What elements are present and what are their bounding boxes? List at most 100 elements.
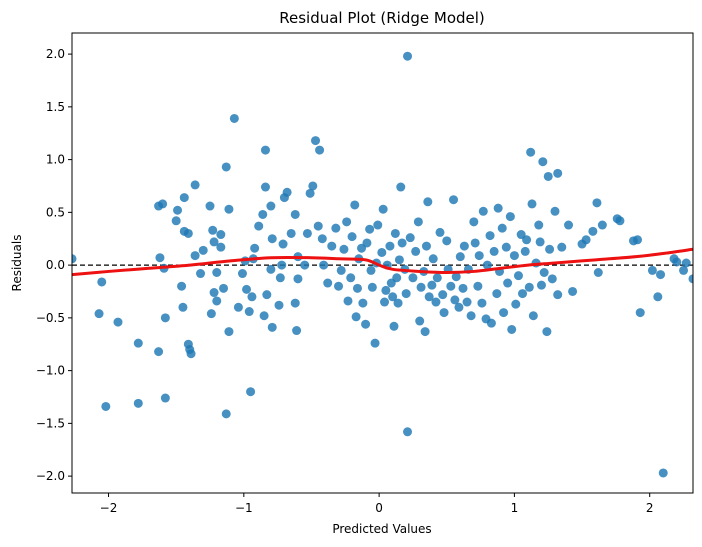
data-point <box>439 308 449 318</box>
data-point <box>246 387 256 397</box>
data-point <box>266 264 276 274</box>
data-point <box>250 243 260 253</box>
data-point <box>421 241 431 251</box>
data-point <box>350 200 360 210</box>
data-point <box>267 322 277 332</box>
data-point <box>405 233 415 243</box>
data-point <box>212 267 222 277</box>
data-point <box>154 347 164 357</box>
data-point <box>183 228 193 238</box>
data-point <box>377 247 387 257</box>
data-point <box>401 289 411 299</box>
data-point <box>520 246 530 256</box>
data-point <box>365 224 375 234</box>
data-point <box>177 281 187 291</box>
data-point <box>367 282 377 292</box>
y-axis-label: Residuals <box>10 235 24 292</box>
data-point <box>275 273 285 283</box>
data-point <box>351 312 361 322</box>
data-point <box>420 327 430 337</box>
data-point <box>171 216 181 226</box>
data-point <box>679 265 689 275</box>
y-tick-label: −0.5 <box>36 311 65 325</box>
y-tick-label: 0.0 <box>46 258 65 272</box>
data-point <box>292 326 302 336</box>
data-point <box>216 242 226 252</box>
data-point <box>462 297 472 307</box>
data-point <box>216 230 226 240</box>
data-point <box>260 145 270 155</box>
data-point <box>233 302 243 312</box>
data-point <box>277 260 287 270</box>
data-point <box>319 260 329 270</box>
data-point <box>155 253 165 263</box>
data-point <box>450 295 460 305</box>
data-point <box>396 182 406 192</box>
data-point <box>290 209 300 219</box>
data-point <box>336 265 346 275</box>
y-tick-label: 1.0 <box>46 153 65 167</box>
data-point <box>493 203 503 213</box>
data-point <box>224 204 234 214</box>
data-point <box>190 251 200 261</box>
data-point <box>229 113 239 123</box>
scatter-points <box>72 51 693 478</box>
data-point <box>497 223 507 233</box>
data-point <box>458 283 468 293</box>
data-point <box>553 290 563 300</box>
data-point <box>485 231 495 241</box>
data-point <box>509 251 519 261</box>
data-point <box>385 241 395 251</box>
data-point <box>415 316 425 326</box>
data-point <box>274 300 284 310</box>
y-tick-label: −1.0 <box>36 364 65 378</box>
data-point <box>545 244 555 254</box>
data-point <box>499 308 509 318</box>
data-point <box>160 393 170 403</box>
data-point <box>416 282 426 292</box>
data-point <box>501 242 511 252</box>
data-point <box>550 206 560 216</box>
data-point <box>370 338 380 348</box>
data-point <box>451 272 461 282</box>
data-point <box>302 228 312 238</box>
data-point <box>424 292 434 302</box>
data-point <box>390 228 400 238</box>
data-point <box>311 136 321 146</box>
data-point <box>331 223 341 233</box>
data-point <box>278 239 288 249</box>
y-axis-ticks: −2.0 −1.5 −1.0 −0.5 0.0 0.5 1.0 1.5 2.0 <box>36 47 72 483</box>
data-point <box>381 285 391 295</box>
data-point <box>615 216 625 226</box>
data-point <box>133 338 143 348</box>
data-point <box>317 234 327 244</box>
data-point <box>224 327 234 337</box>
data-point <box>394 255 404 265</box>
data-point <box>198 245 208 255</box>
x-axis-ticks: −2 −1 0 1 2 <box>100 493 654 515</box>
data-point <box>446 281 456 291</box>
data-point <box>403 427 413 437</box>
data-point <box>380 297 390 307</box>
data-point <box>527 199 537 209</box>
data-point <box>352 283 362 293</box>
data-point <box>455 252 465 262</box>
data-point <box>313 221 323 231</box>
data-point <box>219 283 229 293</box>
data-point <box>633 235 643 245</box>
data-point <box>438 290 448 300</box>
data-point <box>300 260 310 270</box>
x-axis-label: Predicted Values <box>332 522 431 536</box>
data-point <box>538 157 548 167</box>
data-point <box>378 204 388 214</box>
data-point <box>528 311 538 321</box>
y-tick-label: 0.5 <box>46 205 65 219</box>
data-point <box>588 226 598 236</box>
data-point <box>286 228 296 238</box>
data-point <box>315 145 325 155</box>
data-point <box>511 299 521 309</box>
data-point <box>656 270 666 280</box>
x-tick-label: −1 <box>235 501 253 515</box>
data-point <box>672 257 682 267</box>
y-tick-label: 1.5 <box>46 100 65 114</box>
